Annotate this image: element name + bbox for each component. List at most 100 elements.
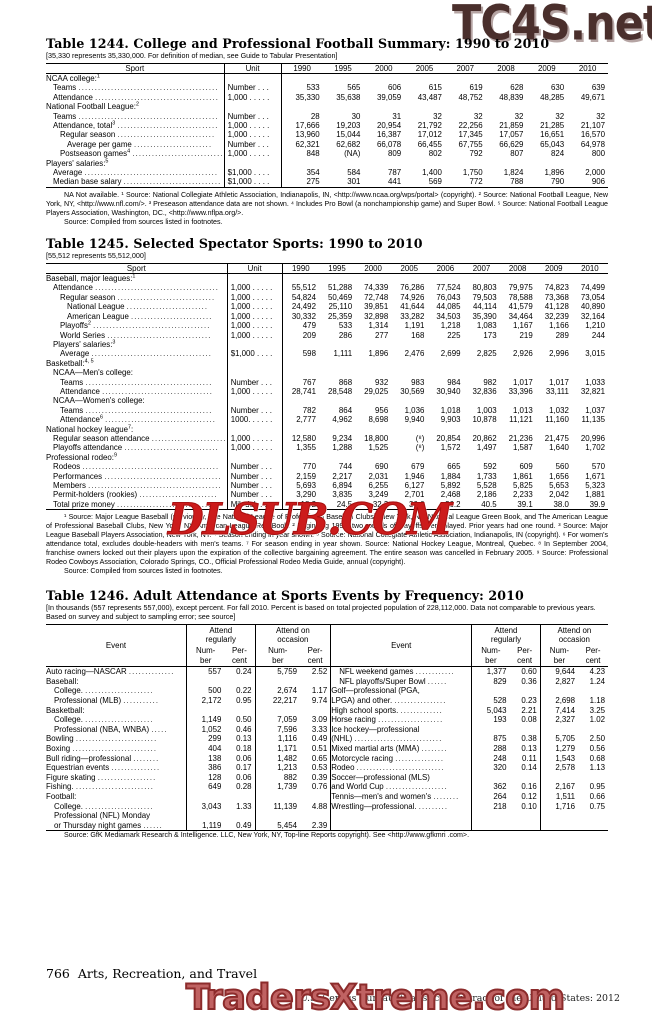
- data-cell: 9,234: [332, 433, 353, 443]
- data-cell: [282, 396, 319, 405]
- data-cell: 0.95: [224, 696, 256, 706]
- row-label: College. .....................: [46, 801, 187, 812]
- row-label: Professional (NBA, WNBA) .....: [46, 724, 187, 735]
- data-cell: 362: [493, 782, 507, 792]
- data-cell: [526, 102, 567, 111]
- data-cell: 5,454: [277, 820, 298, 830]
- data-cell: 767: [302, 377, 316, 387]
- data-cell: [319, 453, 355, 462]
- data-cell: 1,884: [440, 471, 461, 481]
- row-label: [330, 820, 473, 831]
- data-cell: 1,482: [277, 753, 298, 763]
- page-content: Table 1244. College and Professional Foo…: [46, 36, 608, 841]
- data-cell: 33,396: [508, 386, 533, 396]
- data-cell: [224, 811, 256, 821]
- data-cell: 17,057: [499, 130, 524, 140]
- data-cell: 479: [302, 321, 316, 331]
- data-cell: 569: [428, 177, 442, 187]
- table-1244-body: NCAA college:1 Teams ....................…: [46, 73, 608, 188]
- table-row: NCAA—Men's college:: [46, 368, 608, 378]
- data-cell: 1,640: [549, 443, 569, 453]
- row-unit: Number . . .: [224, 111, 282, 122]
- data-cell: [526, 74, 567, 84]
- column-header-2009: 2009: [538, 63, 556, 73]
- table-1245-head: Sport Unit 1990 1995 2000 2005 2006 2007 2008 200…: [46, 263, 608, 274]
- data-cell: 20,954: [377, 121, 402, 131]
- data-cell: 0.06: [224, 753, 256, 764]
- table-row: Professional (MLB) ........... 2,172 0.95 2…: [46, 696, 608, 706]
- data-cell: [540, 811, 578, 821]
- table-row: Attendance, total3 .....................…: [46, 121, 608, 131]
- data-cell: 628: [510, 83, 524, 93]
- row-label: Average ................................…: [46, 168, 225, 178]
- data-cell: 21,236: [508, 433, 533, 443]
- data-cell: 386: [208, 763, 222, 773]
- data-cell: 0.36: [509, 676, 541, 687]
- data-cell: 7,596: [277, 724, 298, 734]
- row-label: Attendance6 ............................…: [46, 415, 228, 425]
- data-cell: [319, 396, 355, 405]
- data-cell: 1,739: [277, 782, 298, 792]
- row-unit: 1,000 . . . . .: [227, 292, 283, 303]
- data-cell: 1,314: [368, 321, 389, 331]
- column-header-2008: 2008: [508, 263, 527, 273]
- data-cell: 25,359: [327, 311, 353, 321]
- data-cell: [281, 74, 323, 84]
- data-cell: 4.88: [300, 801, 332, 812]
- data-cell: 649: [208, 782, 222, 792]
- row-unit: 1,000 . . . . .: [224, 121, 282, 131]
- data-cell: 11,121: [509, 415, 533, 425]
- table-row: Figure skating .................. 128 0.06…: [46, 772, 608, 783]
- table-header-row: Sport Unit 1990 1995 2000 2005 2006 2007 2008 200…: [46, 263, 608, 274]
- data-cell: 1,497: [476, 443, 497, 453]
- data-cell: [391, 396, 427, 405]
- row-label: Teams ..................................…: [46, 377, 228, 387]
- data-cell: [509, 724, 541, 735]
- data-cell: 44,114: [473, 302, 497, 312]
- row-unit: [224, 102, 282, 112]
- data-cell: 138: [208, 753, 222, 763]
- row-unit: 1,000 . . . . .: [227, 386, 283, 397]
- row-unit: 1,000 . . . . .: [227, 302, 283, 312]
- row-unit: 1,000 . . . . .: [224, 149, 282, 159]
- data-cell: (⁸): [415, 443, 425, 453]
- data-cell: 31: [392, 111, 402, 121]
- data-cell: [391, 359, 427, 368]
- table-1244-headnote: [35,330 represents 35,330,000. For defin…: [46, 51, 338, 60]
- data-cell: 301: [347, 177, 361, 187]
- data-cell: 2,031: [368, 471, 389, 481]
- table-row: College. ..................... 3,043 1.33 1…: [46, 801, 608, 812]
- data-cell: 24,492: [291, 302, 316, 312]
- data-cell: 5,759: [277, 667, 298, 677]
- data-cell: 55,512: [291, 283, 316, 293]
- data-cell: [355, 274, 391, 284]
- table-1244-source: Source: Compiled from sources listed in …: [64, 217, 223, 226]
- data-cell: 41,579: [508, 302, 533, 312]
- data-cell: [323, 74, 364, 84]
- data-cell: [509, 820, 541, 831]
- table-1245-title: Table 1245. Selected Spectator Sports: 1…: [46, 236, 423, 252]
- data-cell: [323, 159, 364, 168]
- table-row: Attendance .............................…: [46, 386, 608, 397]
- data-cell: 44,085: [436, 302, 461, 312]
- data-cell: [255, 811, 300, 821]
- data-cell: [282, 453, 319, 462]
- data-cell: 0.46: [224, 724, 256, 735]
- column-header-2010: 2010: [578, 63, 597, 73]
- data-cell: 48,285: [540, 92, 565, 102]
- data-cell: 570: [591, 462, 605, 472]
- table-1246-headnote: [In thousands (557 represents 557,000), …: [46, 603, 596, 622]
- column-header-2008: 2008: [497, 63, 515, 73]
- data-cell: 3.25: [589, 705, 605, 715]
- data-cell: 66,078: [377, 139, 402, 149]
- data-cell: [445, 102, 486, 111]
- data-cell: 2,827: [555, 676, 576, 686]
- row-label: Rodeo ...........................: [330, 763, 473, 773]
- table-1245-block: Table 1245. Selected Spectator Sports: 1…: [46, 236, 608, 576]
- data-cell: 32.3: [372, 499, 389, 509]
- data-cell: 2,701: [404, 490, 425, 500]
- data-cell: [224, 705, 256, 716]
- data-cell: [500, 453, 536, 462]
- data-cell: 679: [411, 462, 425, 472]
